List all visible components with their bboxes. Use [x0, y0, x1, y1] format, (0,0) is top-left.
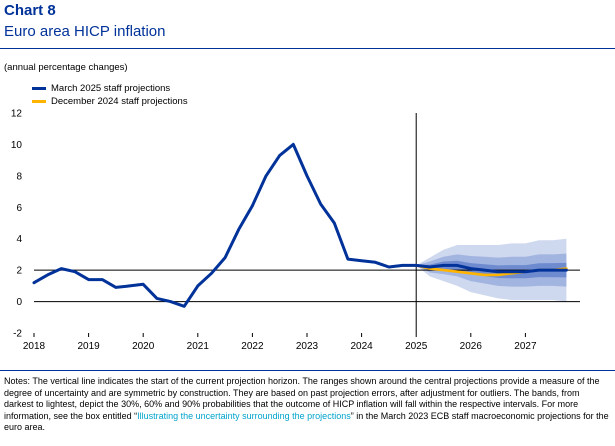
- legend-label-december-2024: December 2024 staff projections: [51, 96, 188, 107]
- y-tick-label: 2: [16, 266, 22, 277]
- x-tick-label: 2020: [132, 341, 155, 352]
- notes-divider: [0, 370, 615, 371]
- legend-swatch-march-2025: [32, 87, 46, 90]
- y-tick-label: 8: [16, 171, 22, 182]
- hicp-line-chart: -2 0 2 4 6 8 10 12 2018 2019 2020 2021 2022 2023 2024 2…: [11, 109, 580, 352]
- x-tick-label: 2022: [241, 341, 264, 352]
- chart-notes: Notes: The vertical line indicates the s…: [4, 376, 610, 434]
- legend-item-december-2024: December 2024 staff projections: [32, 95, 188, 108]
- x-tick-label: 2027: [514, 341, 537, 352]
- y-tick-label: 4: [16, 234, 22, 245]
- y-tick-label: 6: [16, 203, 22, 214]
- chart-subtitle: (annual percentage changes): [4, 62, 128, 73]
- title-divider: [0, 48, 615, 49]
- y-tick-label: 10: [11, 140, 23, 151]
- x-tick-label: 2024: [350, 341, 373, 352]
- y-tick-label: 0: [16, 297, 22, 308]
- x-tick-label: 2019: [77, 341, 100, 352]
- x-tick-label: 2025: [405, 341, 428, 352]
- legend-swatch-december-2024: [32, 100, 46, 103]
- series-line-march-2025: [32, 142, 568, 308]
- legend-item-march-2025: March 2025 staff projections: [32, 82, 188, 95]
- chart-title: Euro area HICP inflation: [4, 23, 166, 40]
- notes-text: Notes: The vertical line indicates the s…: [4, 376, 600, 421]
- x-tick-label: 2018: [23, 341, 46, 352]
- x-tick-label: 2026: [460, 341, 483, 352]
- chart-legend: March 2025 staff projections December 20…: [32, 82, 188, 108]
- y-tick-label: 12: [11, 109, 23, 120]
- chart-number: Chart 8: [4, 2, 56, 19]
- notes-link[interactable]: Illustrating the uncertainty surrounding…: [137, 410, 351, 421]
- x-tick-label: 2023: [296, 341, 319, 352]
- legend-label-march-2025: March 2025 staff projections: [51, 83, 171, 94]
- y-tick-label: -2: [13, 329, 22, 340]
- notes-text-end: ” in the March 2023 ECB staff macroecono…: [4, 410, 609, 433]
- x-tick-label: 2021: [187, 341, 210, 352]
